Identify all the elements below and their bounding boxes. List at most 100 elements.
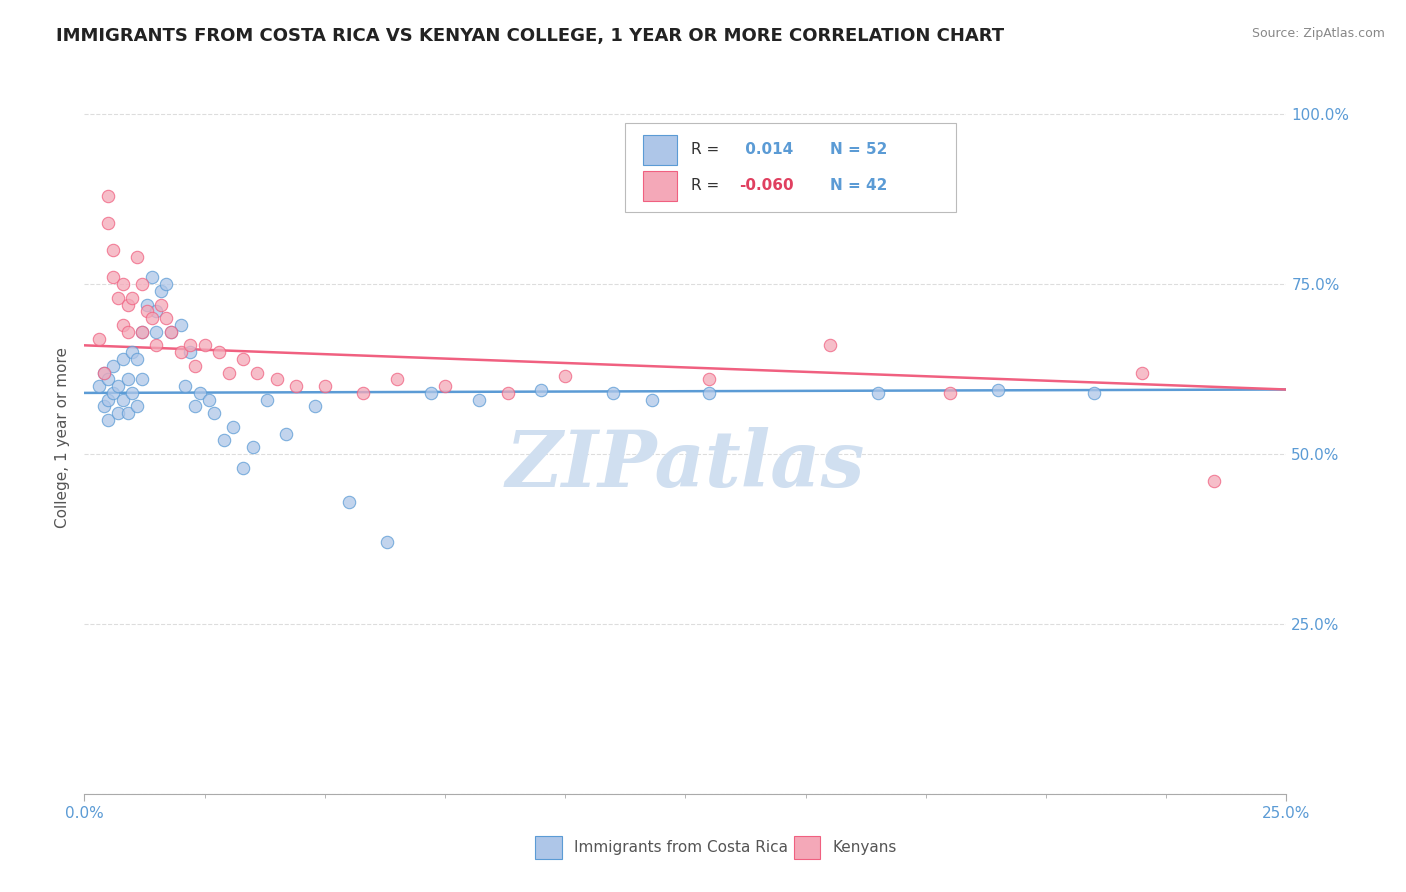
Point: [232, 460, 254, 475]
Point: [121, 291, 143, 305]
Text: Kenyans: Kenyans: [832, 840, 897, 855]
Point: [188, 385, 211, 400]
Point: [127, 250, 149, 264]
Point: [699, 385, 721, 400]
Point: [699, 372, 721, 386]
Point: [103, 243, 125, 257]
Point: [97, 216, 120, 230]
Point: [314, 379, 336, 393]
Text: -0.060: -0.060: [740, 178, 794, 194]
Point: [93, 400, 115, 414]
Point: [169, 318, 191, 332]
Point: [212, 434, 235, 448]
Point: [284, 379, 307, 393]
Point: [145, 325, 167, 339]
Point: [385, 372, 408, 386]
Point: [174, 379, 197, 393]
Point: [194, 338, 217, 352]
Point: [145, 304, 167, 318]
Point: [352, 385, 374, 400]
Text: Immigrants from Costa Rica: Immigrants from Costa Rica: [574, 840, 787, 855]
Point: [111, 277, 134, 292]
Point: [111, 351, 134, 366]
Point: [160, 325, 183, 339]
Text: R =: R =: [692, 178, 724, 194]
Point: [97, 189, 120, 203]
Point: [87, 379, 110, 393]
Point: [93, 366, 115, 380]
Point: [242, 440, 264, 454]
Point: [184, 359, 207, 373]
Point: [1083, 385, 1105, 400]
Point: [155, 311, 177, 326]
Text: 0.014: 0.014: [740, 142, 793, 157]
Point: [266, 372, 288, 386]
Point: [117, 325, 139, 339]
FancyBboxPatch shape: [536, 836, 561, 859]
Text: N = 52: N = 52: [830, 142, 887, 157]
Point: [87, 332, 110, 346]
Point: [131, 372, 153, 386]
Text: N = 42: N = 42: [830, 178, 887, 194]
FancyBboxPatch shape: [626, 123, 956, 212]
Point: [939, 385, 962, 400]
Point: [150, 284, 173, 298]
Point: [121, 385, 143, 400]
Point: [135, 297, 157, 311]
FancyBboxPatch shape: [793, 836, 820, 859]
Point: [184, 400, 207, 414]
Point: [232, 351, 254, 366]
Point: [530, 383, 553, 397]
Point: [131, 277, 153, 292]
Point: [131, 325, 153, 339]
Point: [419, 385, 441, 400]
Point: [276, 426, 298, 441]
Point: [103, 359, 125, 373]
Text: IMMIGRANTS FROM COSTA RICA VS KENYAN COLLEGE, 1 YEAR OR MORE CORRELATION CHART: IMMIGRANTS FROM COSTA RICA VS KENYAN COL…: [56, 27, 1004, 45]
Point: [121, 345, 143, 359]
Point: [150, 297, 173, 311]
Point: [160, 325, 183, 339]
Point: [246, 366, 269, 380]
Point: [131, 325, 153, 339]
Point: [97, 413, 120, 427]
Text: R =: R =: [692, 142, 724, 157]
Point: [141, 270, 163, 285]
Point: [1204, 475, 1226, 489]
Point: [434, 379, 457, 393]
Point: [1130, 366, 1153, 380]
Point: [208, 345, 231, 359]
Point: [987, 383, 1010, 397]
Point: [111, 318, 134, 332]
Point: [103, 385, 125, 400]
Point: [107, 406, 129, 420]
Point: [218, 366, 240, 380]
Y-axis label: College, 1 year or more: College, 1 year or more: [55, 347, 70, 527]
Point: [145, 338, 167, 352]
Point: [179, 345, 201, 359]
FancyBboxPatch shape: [644, 170, 678, 201]
Point: [866, 385, 889, 400]
Point: [602, 385, 624, 400]
Point: [97, 392, 120, 407]
Point: [103, 270, 125, 285]
Point: [127, 400, 149, 414]
Point: [818, 338, 841, 352]
Point: [304, 400, 326, 414]
FancyBboxPatch shape: [644, 135, 678, 165]
Point: [467, 392, 489, 407]
Point: [179, 338, 201, 352]
Point: [198, 392, 221, 407]
Point: [117, 297, 139, 311]
Point: [256, 392, 278, 407]
Point: [222, 420, 245, 434]
Point: [169, 345, 191, 359]
Point: [107, 379, 129, 393]
Point: [155, 277, 177, 292]
Point: [641, 392, 664, 407]
Point: [141, 311, 163, 326]
Point: [202, 406, 225, 420]
Point: [496, 385, 519, 400]
Point: [111, 392, 134, 407]
Point: [337, 494, 360, 508]
